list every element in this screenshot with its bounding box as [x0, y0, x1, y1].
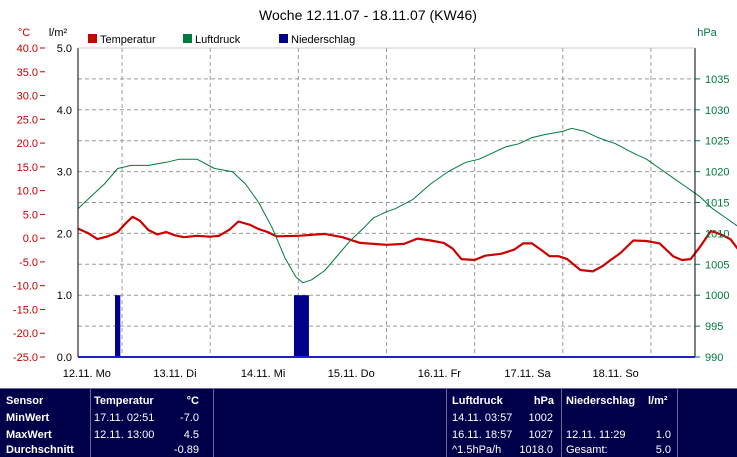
chart-axes [77, 47, 696, 358]
x-tick-label: 16.11. Fr [418, 368, 462, 380]
pressure-tick-label: 1000 [705, 290, 729, 302]
precip-unit-label: l/m² [49, 27, 68, 39]
precipitation-bar [293, 295, 309, 357]
max-temp-value: 4.5 [183, 429, 199, 441]
series-lines [77, 127, 737, 284]
precip-tick-label: 0.0 [57, 352, 72, 364]
x-tick-label: 17.11. Sa [504, 368, 551, 380]
weather-chart: Woche 12.11.07 - 18.11.07 (KW46) °C l/m²… [13, 7, 737, 380]
pressure-unit-label: hPa [697, 27, 717, 39]
x-tick-label: 15.11. Do [328, 368, 375, 380]
header-temperatur: Temperatur [94, 395, 154, 407]
chart-title: Woche 12.11.07 - 18.11.07 (KW46) [259, 7, 477, 23]
temp-tick-label: -25.0 [13, 352, 38, 364]
min-press-time: 14.11. 03:57 [452, 412, 513, 424]
precipitation-bars [115, 295, 309, 357]
header-niederschlag: Niederschlag [566, 395, 636, 407]
stats-divider [90, 388, 91, 457]
temp-tick-label: -10.0 [13, 281, 38, 293]
chart-legend: Temperatur Luftdruck Niederschlag [88, 34, 355, 46]
temp-tick-label: 15.0 [17, 162, 38, 174]
legend-swatch [183, 34, 192, 43]
precip-tick-label: 4.0 [57, 105, 72, 117]
min-temp-value: -7.0 [180, 412, 199, 424]
stats-divider [213, 388, 214, 457]
pressure-tick-label: 1015 [705, 198, 729, 210]
pressure-tick-label: 1005 [705, 259, 729, 271]
x-tick-label: 14.11. Mi [241, 368, 285, 380]
temp-unit-label: °C [18, 27, 30, 39]
row-label-avg: Durchschnitt [6, 444, 74, 456]
temp-tick-label: 10.0 [17, 186, 38, 198]
precip-total-value: 5.0 [655, 444, 671, 456]
precip-total-label: Gesamt: [566, 444, 608, 456]
legend-swatch [88, 34, 97, 43]
precip-tick-label: 5.0 [57, 43, 72, 55]
legend-label: Temperatur [100, 34, 156, 46]
header-sensor: Sensor [6, 395, 44, 407]
temp-tick-label: 25.0 [17, 114, 38, 126]
max-press-value: 1027 [528, 429, 553, 441]
legend-label: Luftdruck [195, 34, 241, 46]
pressure-tick-label: 1025 [705, 136, 729, 148]
max-precip-value: 1.0 [655, 429, 671, 441]
max-temp-time: 12.11. 13:00 [94, 429, 155, 441]
pressure-trend: ^1.5hPa/h [452, 444, 502, 456]
pressure-line [77, 127, 737, 284]
precip-tick-label: 1.0 [57, 290, 72, 302]
stats-divider [446, 388, 447, 457]
min-temp-time: 17.11. 02:51 [94, 412, 155, 424]
max-precip-time: 12.11. 11:29 [566, 429, 626, 441]
legend-label: Niederschlag [291, 34, 355, 46]
stats-divider [561, 388, 562, 457]
x-tick-label: 13.11. Di [153, 368, 196, 380]
statistics-table: Sensor Temperatur °C Luftdruck hPa Niede… [0, 388, 737, 457]
header-hpa-unit: hPa [533, 395, 554, 407]
temp-tick-label: -5.0 [19, 257, 38, 269]
x-tick-label: 18.11. So [593, 368, 639, 380]
temp-tick-label: 0.0 [23, 233, 38, 245]
pressure-tick-label: 990 [705, 352, 723, 364]
max-press-time: 16.11. 18:57 [452, 429, 513, 441]
pressure-tick-label: 1010 [705, 228, 729, 240]
header-precip-unit: l/m² [648, 395, 668, 407]
header-luftdruck: Luftdruck [452, 395, 503, 407]
avg-temp-value: -0.89 [173, 444, 199, 456]
temp-tick-label: -15.0 [13, 304, 38, 316]
min-press-value: 1002 [528, 412, 553, 424]
temperature-line [77, 215, 737, 273]
stats-divider [677, 388, 678, 457]
temp-tick-label: 5.0 [23, 209, 38, 221]
temp-tick-label: 40.0 [17, 43, 38, 55]
pressure-tick-label: 1030 [705, 105, 729, 117]
pressure-tick-label: 1020 [705, 167, 729, 179]
precip-tick-label: 2.0 [57, 228, 72, 240]
pressure-tick-label: 1035 [705, 74, 729, 86]
avg-press-value: 1018.0 [519, 444, 553, 456]
row-label-min: MinWert [6, 412, 50, 424]
legend-swatch [279, 34, 288, 43]
temp-tick-label: -20.0 [13, 328, 38, 340]
header-temp-unit: °C [186, 395, 199, 407]
temp-tick-label: 35.0 [17, 67, 38, 79]
chart-grid [78, 48, 695, 357]
pressure-tick-label: 995 [705, 321, 723, 333]
precip-tick-label: 3.0 [57, 167, 72, 179]
x-tick-label: 12.11. Mo [63, 368, 111, 380]
temp-tick-label: 30.0 [17, 91, 38, 103]
precipitation-bar [115, 295, 121, 357]
stats-top-divider [0, 388, 737, 389]
temp-tick-label: 20.0 [17, 138, 38, 150]
row-label-max: MaxWert [6, 429, 52, 441]
tick-labels: 40.0 35.0 30.0 25.0 20.0 15.0 10.0 5.0 0.0 -5.0 -1… [13, 43, 730, 380]
